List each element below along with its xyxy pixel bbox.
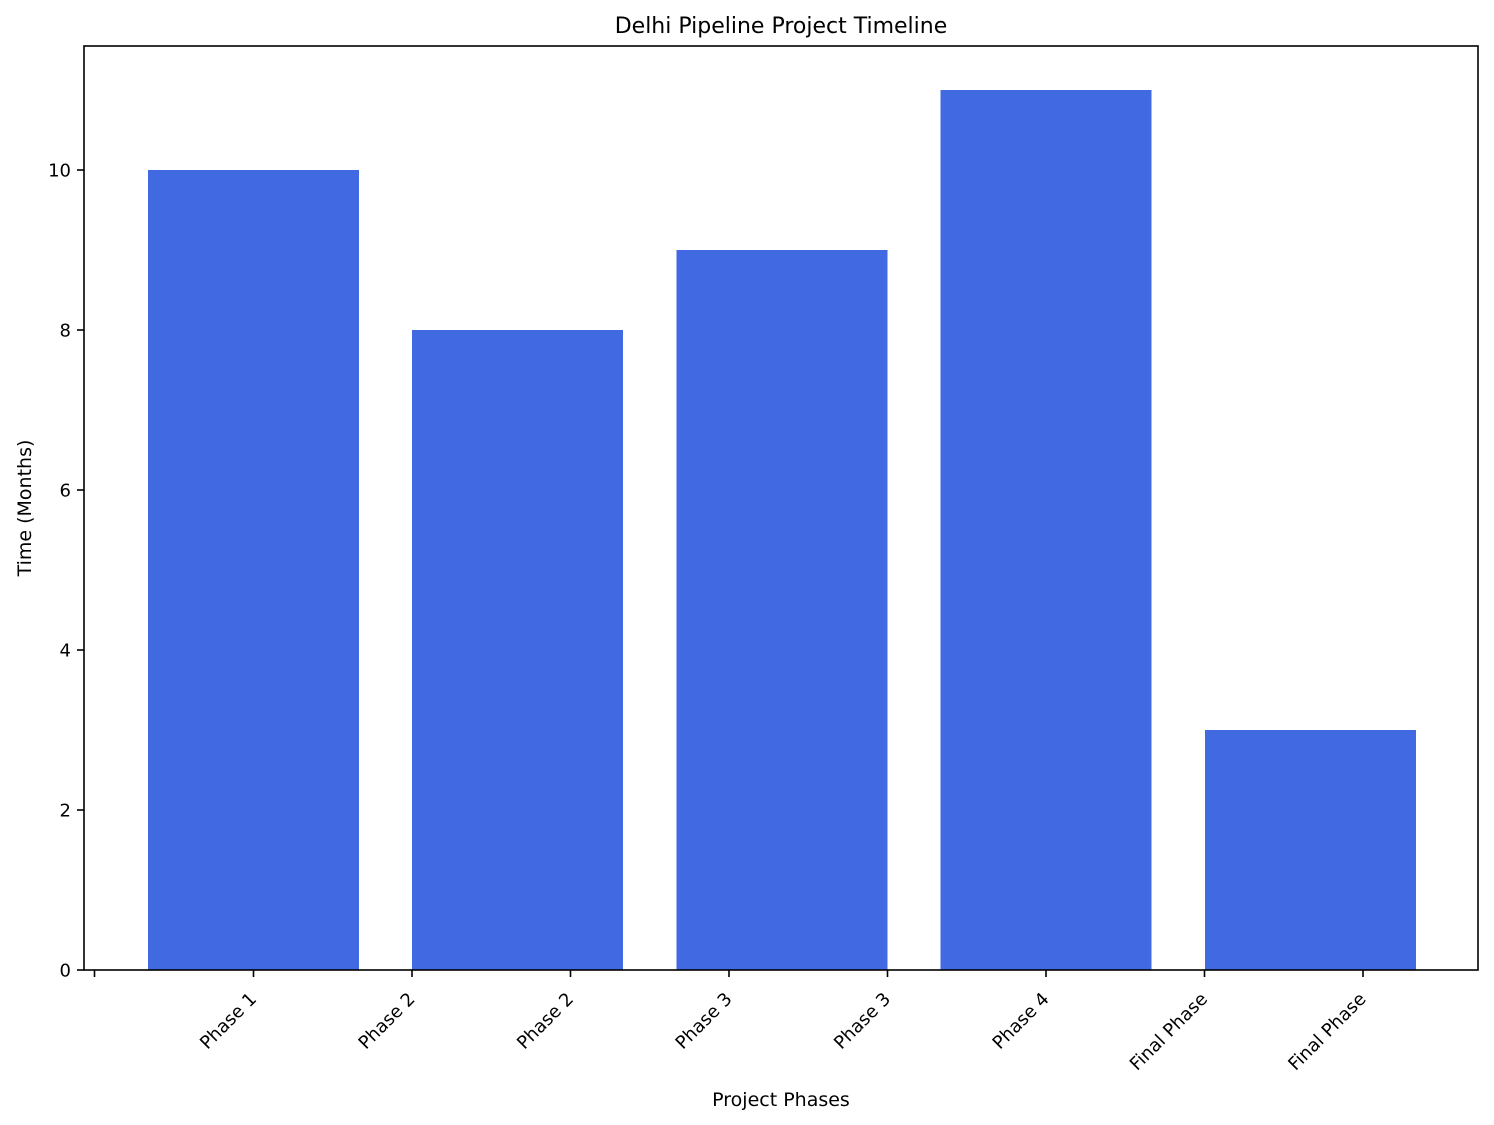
y-axis: 0 2 4 6 8 10 — [48, 161, 84, 982]
bar — [940, 90, 1152, 970]
bars — [148, 90, 1416, 970]
x-tick-label: Phase 1 — [196, 989, 261, 1054]
x-axis-label: Project Phases — [712, 1089, 850, 1111]
bar — [148, 170, 359, 970]
bar — [412, 330, 623, 970]
y-tick-label: 4 — [60, 641, 71, 662]
bar — [1205, 730, 1416, 970]
x-tick-label: Phase 4 — [989, 989, 1054, 1054]
x-tick-label: Phase 3 — [672, 989, 737, 1054]
bar — [676, 250, 888, 970]
y-tick-label: 2 — [60, 801, 71, 822]
x-tick-label: Phase 2 — [355, 989, 420, 1054]
x-axis: Phase 1 Phase 2 Phase 2 Phase 3 Phase 3 Phase… — [93, 970, 1371, 1075]
y-axis-label: Time (Months) — [14, 440, 36, 578]
y-tick-label: 0 — [60, 961, 71, 982]
y-tick-label: 6 — [60, 481, 71, 502]
plot-frame — [83, 45, 1479, 971]
x-tick-label: Final Phase — [1284, 989, 1370, 1075]
y-tick-label: 10 — [48, 161, 71, 182]
x-tick-label: Final Phase — [1126, 989, 1212, 1075]
x-tick-label: Phase 3 — [830, 989, 895, 1054]
chart-title: Delhi Pipeline Project Timeline — [615, 14, 948, 39]
x-tick-label: Phase 2 — [513, 989, 578, 1054]
y-tick-label: 8 — [60, 321, 71, 342]
